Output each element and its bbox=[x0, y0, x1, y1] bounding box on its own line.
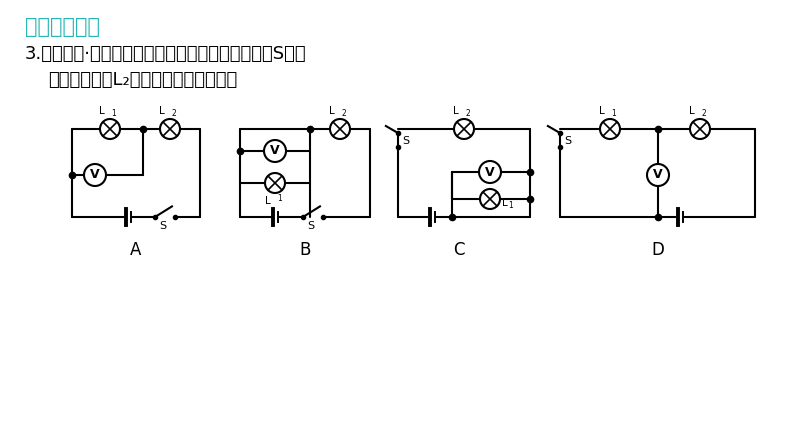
Circle shape bbox=[330, 119, 350, 139]
Text: S: S bbox=[160, 221, 167, 231]
Text: L: L bbox=[99, 106, 105, 116]
Text: 2: 2 bbox=[171, 109, 175, 118]
Text: L: L bbox=[265, 196, 271, 206]
Circle shape bbox=[454, 119, 474, 139]
Circle shape bbox=[647, 164, 669, 186]
Text: 3.　《中考·巴中》在如图所示的电路中，闭合开关S，能: 3. 《中考·巴中》在如图所示的电路中，闭合开关S，能 bbox=[25, 45, 306, 63]
Text: V: V bbox=[653, 169, 663, 181]
Text: S: S bbox=[307, 221, 314, 231]
Text: L: L bbox=[599, 106, 605, 116]
Text: L: L bbox=[160, 106, 165, 116]
Circle shape bbox=[100, 119, 120, 139]
Circle shape bbox=[84, 164, 106, 186]
Text: V: V bbox=[270, 144, 279, 157]
Circle shape bbox=[690, 119, 710, 139]
Text: D: D bbox=[651, 241, 664, 259]
Circle shape bbox=[265, 173, 285, 193]
Text: 2: 2 bbox=[701, 109, 706, 118]
Text: 期末提分练案: 期末提分练案 bbox=[25, 17, 100, 37]
Circle shape bbox=[160, 119, 180, 139]
Text: V: V bbox=[485, 165, 495, 178]
Text: L: L bbox=[453, 106, 459, 116]
Text: S: S bbox=[402, 136, 409, 146]
Text: B: B bbox=[299, 241, 310, 259]
Circle shape bbox=[264, 140, 286, 162]
Text: L: L bbox=[330, 106, 335, 116]
Text: 1: 1 bbox=[611, 109, 616, 118]
Text: 用电压表测量L₂两端电压的是（　　）: 用电压表测量L₂两端电压的是（ ） bbox=[48, 71, 237, 89]
Circle shape bbox=[480, 189, 500, 209]
Text: 2: 2 bbox=[341, 109, 345, 118]
Text: L: L bbox=[689, 106, 695, 116]
Text: L: L bbox=[502, 198, 507, 208]
Text: 1: 1 bbox=[277, 194, 282, 203]
Circle shape bbox=[600, 119, 620, 139]
Text: 2: 2 bbox=[465, 109, 470, 118]
Text: C: C bbox=[453, 241, 464, 259]
Text: A: A bbox=[130, 241, 141, 259]
Text: 1: 1 bbox=[508, 201, 513, 210]
Circle shape bbox=[479, 161, 501, 183]
Text: V: V bbox=[91, 169, 100, 181]
Text: 1: 1 bbox=[111, 109, 116, 118]
Text: S: S bbox=[564, 136, 571, 146]
